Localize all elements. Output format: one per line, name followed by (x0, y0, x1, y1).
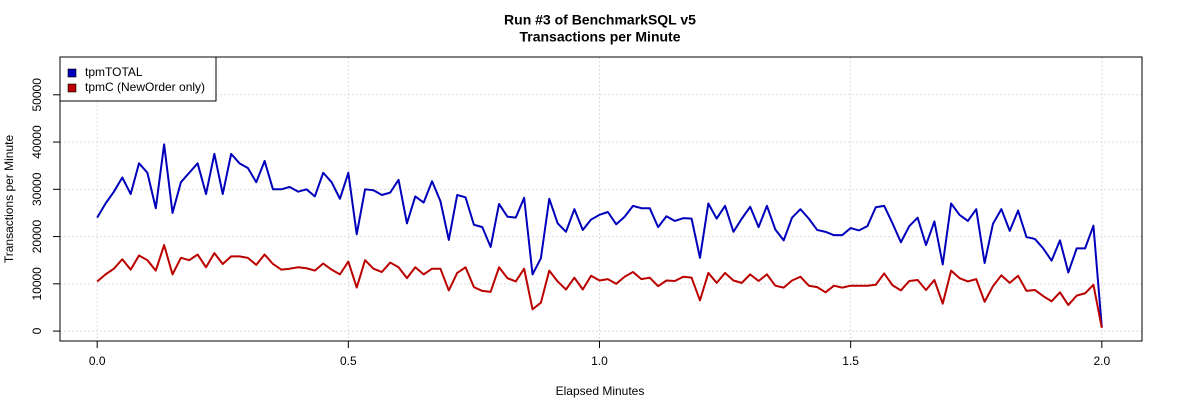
x-tick-label: 0.5 (340, 354, 357, 368)
x-tick-label: 0.0 (89, 354, 106, 368)
y-tick-label: 40000 (30, 125, 44, 159)
y-axis-label: Transactions per Minute (2, 135, 16, 264)
legend-label: tpmC (NewOrder only) (85, 80, 205, 94)
y-tick-label: 30000 (30, 172, 44, 206)
series-line (96, 143, 1103, 328)
x-axis-label: Elapsed Minutes (556, 384, 645, 398)
legend-box (59, 56, 217, 102)
legend-swatch (67, 68, 77, 78)
x-tick-label: 2.0 (1093, 354, 1110, 368)
y-tick-label: 50000 (30, 78, 44, 112)
y-tick-label: 10000 (30, 267, 44, 301)
x-tick-label: 1.0 (591, 354, 608, 368)
y-tick-label: 20000 (30, 220, 44, 254)
legend-label: tpmTOTAL (85, 65, 143, 79)
legend-swatch (67, 83, 77, 93)
chart-title: Run #3 of BenchmarkSQL v5 (504, 12, 696, 28)
x-tick-label: 1.5 (842, 354, 859, 368)
chart-subtitle: Transactions per Minute (519, 29, 680, 45)
y-tick-label: 0 (30, 327, 44, 334)
series-line (96, 244, 1103, 328)
plot-frame (59, 56, 1143, 342)
